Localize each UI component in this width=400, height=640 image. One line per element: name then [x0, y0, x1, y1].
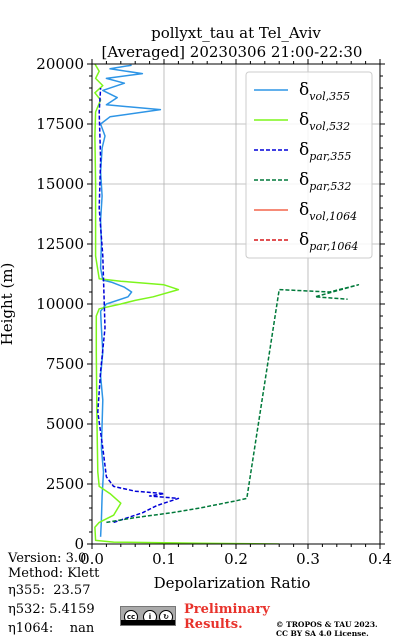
y-tick-label: 17500 [36, 115, 84, 133]
y-tick-label: 15000 [36, 175, 84, 193]
legend-label-sub: vol,355 [309, 90, 350, 103]
eta1064-value: nan [69, 621, 95, 636]
method-row: Method: Klett [8, 566, 99, 581]
series-layer [94, 64, 360, 544]
credit-line2: CC BY SA 4.0 License. [276, 629, 369, 638]
preliminary-results-label: Preliminary Results. [184, 602, 270, 632]
eta532-label: η532: [8, 602, 45, 617]
eta1064-row: η1064: nan [8, 621, 94, 636]
y-tick-label: 10000 [36, 295, 84, 313]
preliminary-line1: Preliminary [184, 602, 270, 617]
series-line-vol-532 [94, 64, 280, 544]
copyright-credit: © TROPOS & TAU 2023. CC BY SA 4.0 Licens… [276, 620, 378, 638]
series-line-vol-355 [99, 64, 162, 537]
version-label: Version: [8, 551, 62, 566]
y-tick-label: 12500 [36, 235, 84, 253]
y-tick-label: 0 [74, 535, 84, 553]
y-tick-label: 7500 [46, 355, 84, 373]
y-tick-label: 5000 [46, 415, 84, 433]
version-row: Version: 3.0 [8, 551, 86, 566]
eta1064-label: η1064: [8, 621, 54, 636]
series-line-par-532 [106, 284, 360, 524]
method-value: Klett [67, 566, 100, 581]
x-tick-label: 0.0 [80, 550, 104, 568]
x-tick-label: 0.2 [224, 550, 248, 568]
version-value: 3.0 [65, 551, 87, 566]
legend-label-sub: vol,532 [309, 120, 350, 133]
y-tick-label: 2500 [46, 475, 84, 493]
eta355-value: 23.57 [53, 583, 91, 598]
y-axis-label: Height (m) [0, 263, 16, 346]
legend-label-sub: vol,1064 [309, 210, 357, 223]
eta355-label: η355: [8, 583, 45, 598]
axis-ticks: 0.0 0.1 0.2 0.3 0.4 0 2500 5000 7500 10000 12500 15… [36, 55, 392, 568]
x-tick-label: 0.1 [152, 550, 176, 568]
chart-title-line1: pollyxt_tau at Tel_Aviv [151, 24, 321, 42]
eta532-value: 5.4159 [49, 602, 95, 617]
cc-license-badge: cc i ↻ [120, 606, 176, 626]
legend-label-sub: par,1064 [309, 240, 358, 253]
x-tick-label: 0.4 [368, 550, 392, 568]
legend-box [245, 71, 373, 259]
legend-label-sub: par,532 [309, 180, 351, 193]
eta532-row: η532: 5.4159 [8, 602, 95, 617]
x-tick-label: 0.3 [296, 550, 320, 568]
chart-title-line2: [Averaged] 20230306 21:00-22:30 [102, 43, 363, 61]
legend-label-sub: par,355 [309, 150, 351, 163]
x-axis-label: Depolarization Ratio [154, 574, 311, 592]
badge-strip [121, 620, 175, 625]
preliminary-line2: Results. [184, 617, 243, 632]
series-line-par-355 [97, 87, 180, 524]
eta355-row: η355: 23.57 [8, 583, 90, 598]
credit-line1: © TROPOS & TAU 2023. [276, 620, 378, 629]
legend: δvol,355δvol,532δpar,355δpar,532δvol,106… [245, 71, 373, 259]
y-tick-label: 20000 [36, 55, 84, 73]
method-label: Method: [8, 566, 64, 581]
